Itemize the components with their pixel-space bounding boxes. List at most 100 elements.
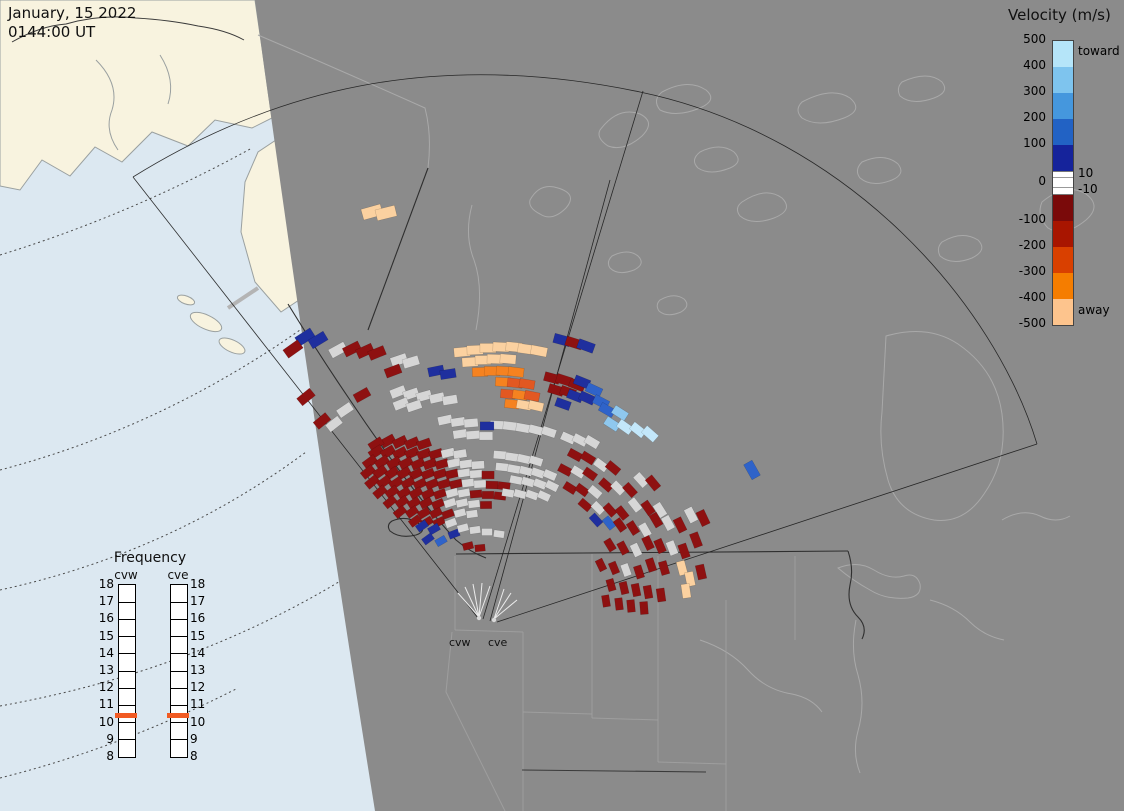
velocity-tick-label: -400 (1018, 290, 1046, 304)
velocity-tick-label: -500 (1018, 316, 1046, 330)
velocity-cell (583, 434, 601, 450)
velocity-cell (677, 542, 691, 560)
velocity-cell (469, 489, 483, 499)
velocity-cell (657, 560, 671, 576)
velocity-cell (604, 460, 622, 476)
velocity-cell (499, 353, 517, 365)
gap-tick-minus10: -10 (1078, 182, 1098, 196)
velocity-cell (629, 542, 643, 558)
velocity-cell (394, 494, 410, 510)
frequency-tick-line (119, 601, 135, 603)
velocity-cell (652, 501, 668, 519)
velocity-cell (408, 486, 424, 500)
frequency-tick-label: 10 (98, 714, 114, 729)
velocity-cell (312, 412, 332, 430)
velocity-cell (653, 537, 667, 555)
velocity-cell (527, 399, 545, 413)
velocity-cell (689, 531, 703, 549)
velocity-cell (536, 489, 552, 503)
velocity-cell (428, 506, 444, 520)
velocity-cell (584, 382, 604, 398)
velocity-tick-label: 100 (1023, 136, 1046, 150)
frequency-tick-line (119, 636, 135, 638)
velocity-colorbar (1052, 40, 1074, 326)
data-cells-layer (282, 203, 761, 615)
velocity-cell (383, 363, 403, 379)
velocity-cell (461, 478, 475, 488)
velocity-cell (391, 445, 409, 461)
velocity-legend-title: Velocity (m/s) (1008, 6, 1111, 24)
frequency-tick-line (119, 618, 135, 620)
velocity-tick-label: 400 (1023, 58, 1046, 72)
velocity-cell (352, 386, 372, 404)
velocity-tick-label: 200 (1023, 110, 1046, 124)
velocity-cell (441, 508, 455, 520)
frequency-tick-label: 12 (190, 680, 206, 695)
velocity-cell (576, 338, 596, 354)
velocity-cell (396, 486, 412, 500)
colorbar-segment (1053, 273, 1073, 299)
frequency-tick-label: 9 (190, 731, 198, 746)
velocity-cell (404, 505, 420, 519)
zero-gap-line (1053, 187, 1073, 188)
alaska-coast-detail (11, 16, 245, 43)
velocity-cell (602, 502, 618, 518)
velocity-cell (391, 434, 409, 450)
velocity-cell (382, 494, 398, 510)
frequency-tick-label: 16 (190, 611, 206, 626)
velocity-cell (683, 506, 699, 524)
frequency-tick-line (119, 653, 135, 655)
velocity-cell (457, 467, 471, 479)
frequency-tick-label: 11 (190, 697, 206, 712)
frequency-tick-line (171, 618, 187, 620)
velocity-cell (456, 522, 470, 534)
zero-gap-line (1053, 177, 1073, 178)
velocity-cell (327, 341, 349, 359)
velocity-cell (406, 496, 422, 510)
frequency-tick-label: 18 (98, 577, 114, 591)
velocity-cell (363, 474, 381, 490)
velocity-cell (444, 517, 458, 529)
velocity-cell (557, 463, 573, 477)
velocity-cell (439, 368, 457, 380)
frequency-tick-label: 18 (190, 577, 206, 591)
frequency-tick-label: 8 (190, 749, 198, 763)
velocity-cell (630, 582, 642, 598)
frequency-tick-line (119, 704, 135, 706)
velocity-cell (648, 511, 664, 529)
velocity-cell (507, 366, 525, 378)
frequency-tick-label: 14 (98, 645, 114, 660)
velocity-cell (694, 563, 708, 581)
velocity-cell (441, 394, 459, 406)
velocity-cell (529, 344, 549, 358)
frequency-tick-line (119, 722, 135, 724)
velocity-cell (473, 479, 487, 489)
velocity-cell (554, 397, 572, 411)
velocity-cell (461, 541, 475, 551)
frequency-tick-label: 15 (190, 628, 206, 643)
velocity-cell (450, 416, 466, 428)
velocity-tick-label: -300 (1018, 264, 1046, 278)
frequency-tick-label: 17 (98, 594, 114, 609)
velocity-tick-label: -100 (1018, 212, 1046, 226)
velocity-cell (434, 534, 448, 548)
velocity-cell (609, 480, 627, 496)
velocity-cell (396, 466, 412, 480)
colorbar-segment (1053, 67, 1073, 93)
velocity-cell (436, 414, 454, 426)
velocity-cell (619, 562, 633, 578)
velocity-cell (341, 340, 363, 358)
velocity-cell (644, 474, 662, 492)
frequency-tick-label: 13 (190, 663, 206, 677)
velocity-cell (296, 387, 316, 407)
velocity-cell (672, 516, 688, 534)
colorbar-segment (1053, 247, 1073, 273)
velocity-cell (452, 428, 468, 440)
velocity-cell (603, 415, 621, 433)
colorbar-segment (1053, 119, 1073, 145)
velocity-cell (626, 599, 636, 613)
velocity-tick-label: -200 (1018, 238, 1046, 252)
velocity-cell (415, 437, 433, 451)
velocity-cell (640, 499, 656, 517)
